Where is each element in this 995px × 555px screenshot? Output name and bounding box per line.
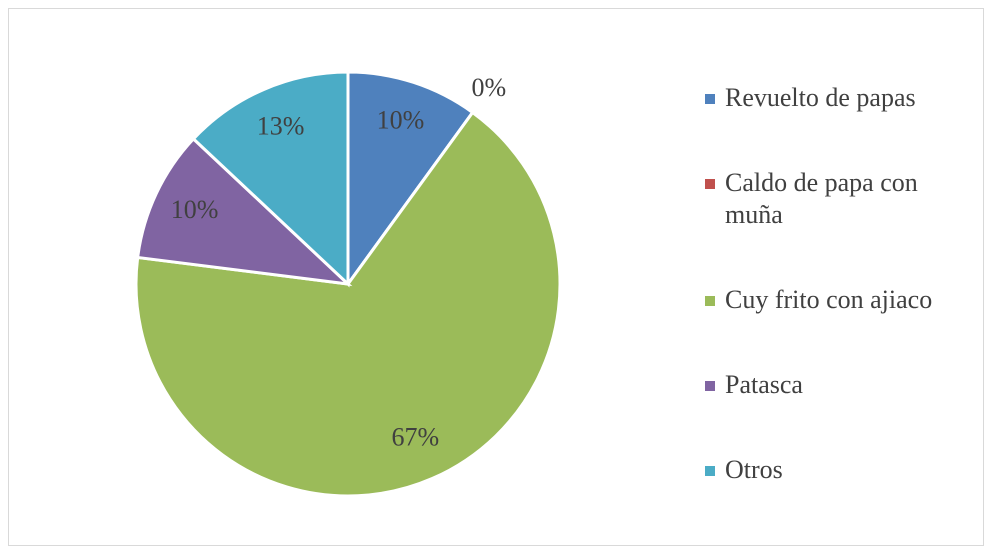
legend-entry: Cuy frito con ajiaco xyxy=(705,284,975,316)
legend-entry: Caldo de papa con muña xyxy=(705,167,975,231)
legend-entry: Otros xyxy=(705,454,975,486)
legend-swatch xyxy=(705,179,715,189)
data-label: 10% xyxy=(377,106,425,135)
pie-slice xyxy=(134,110,562,498)
chart-frame xyxy=(8,8,984,546)
legend-swatch xyxy=(705,94,715,104)
legend-swatch xyxy=(705,381,715,391)
legend-label: Cuy frito con ajiaco xyxy=(725,285,933,314)
legend-label: Revuelto de papas xyxy=(725,83,916,112)
pie-slice xyxy=(346,70,475,289)
data-label: 13% xyxy=(257,111,305,140)
legend-entry: Revuelto de papas xyxy=(705,82,975,114)
pie-slice xyxy=(135,136,353,287)
legend-entry: Patasca xyxy=(705,369,975,401)
pie-slice xyxy=(191,70,350,288)
data-label: 0% xyxy=(471,73,506,102)
data-label: 10% xyxy=(171,195,219,224)
data-label: 67% xyxy=(392,423,440,452)
legend-swatch xyxy=(705,466,715,476)
legend-label: Patasca xyxy=(725,370,803,399)
legend-label: Caldo de papa con muña xyxy=(725,168,918,229)
legend-label: Otros xyxy=(725,455,783,484)
legend-swatch xyxy=(705,296,715,306)
